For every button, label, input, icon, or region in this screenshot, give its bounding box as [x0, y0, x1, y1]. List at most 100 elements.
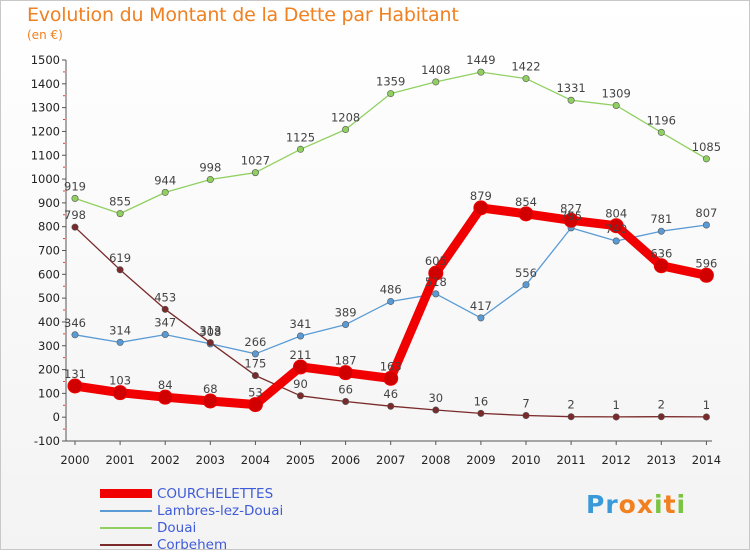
x-tick-label: 2014 [692, 453, 721, 467]
data-point-corbehem [342, 397, 350, 405]
x-tick-label: 2003 [196, 453, 225, 467]
data-label-corbehem: 90 [293, 377, 308, 391]
data-point-douai [432, 78, 440, 86]
data-label-corbehem: 2 [658, 398, 665, 412]
x-tick-label: 2012 [602, 453, 631, 467]
data-point-lambres-lez-douai [522, 281, 530, 289]
y-tick-label: 600 [38, 267, 60, 281]
y-tick-label: 1300 [31, 101, 60, 115]
legend-item: Douai [100, 519, 283, 536]
legend-swatch [100, 509, 152, 512]
data-label-lambres-lez-douai: 795 [560, 209, 582, 223]
y-tick-label: 1100 [31, 148, 60, 162]
data-point-douai [612, 101, 620, 109]
logo-letter: x [636, 490, 654, 519]
data-label-corbehem: 7 [522, 397, 529, 411]
logo-letter: i [676, 490, 687, 519]
legend-swatch [100, 489, 152, 498]
logo-letter: P [586, 490, 606, 519]
data-label-lambres-lez-douai: 389 [335, 306, 357, 320]
data-point-douai [161, 188, 169, 196]
y-tick-label: 300 [38, 339, 60, 353]
legend-label: Lambres-lez-Douai [157, 502, 284, 519]
data-point-courchelettes [518, 206, 534, 222]
data-label-lambres-lez-douai: 740 [605, 222, 627, 236]
proxiti-logo: Proxiti [586, 490, 686, 519]
logo-letter: t [663, 490, 677, 519]
data-point-courchelettes [698, 267, 714, 283]
y-tick-label: 0 [53, 410, 60, 424]
data-label-douai: 998 [199, 161, 221, 175]
data-label-douai: 1208 [331, 111, 360, 125]
data-point-corbehem [477, 409, 485, 417]
x-tick-label: 2002 [151, 453, 180, 467]
x-tick-label: 2008 [421, 453, 450, 467]
data-point-douai [342, 126, 350, 134]
data-label-courchelettes: 84 [158, 378, 173, 392]
data-label-corbehem: 30 [428, 391, 443, 405]
data-point-lambres-lez-douai [296, 332, 304, 340]
data-label-corbehem: 313 [199, 324, 221, 338]
data-point-lambres-lez-douai [477, 314, 485, 322]
legend-swatch [100, 543, 152, 546]
data-point-douai [522, 75, 530, 83]
data-point-courchelettes [563, 212, 579, 228]
legend-item: Lambres-lez-Douai [100, 502, 283, 519]
data-label-courchelettes: 131 [64, 367, 86, 381]
data-label-corbehem: 619 [109, 251, 131, 265]
data-label-corbehem: 66 [338, 382, 353, 396]
data-point-corbehem [296, 392, 304, 400]
data-point-lambres-lez-douai [657, 227, 665, 235]
data-point-douai [251, 169, 259, 177]
data-point-corbehem [432, 406, 440, 414]
data-label-douai: 1359 [376, 75, 405, 89]
x-tick-label: 2005 [286, 453, 315, 467]
unit-label: (en €) [27, 28, 63, 42]
data-point-courchelettes [383, 370, 399, 386]
data-label-corbehem: 16 [474, 394, 489, 408]
y-tick-label: 400 [38, 315, 60, 329]
y-tick-label: 700 [38, 244, 60, 258]
data-label-douai: 855 [109, 195, 131, 209]
data-label-corbehem: 453 [154, 290, 176, 304]
data-label-corbehem: 46 [383, 387, 398, 401]
x-tick-label: 2004 [241, 453, 270, 467]
data-label-courchelettes: 163 [380, 359, 402, 373]
data-label-courchelettes: 827 [560, 201, 582, 215]
data-point-lambres-lez-douai [71, 331, 79, 339]
x-tick-label: 2001 [105, 453, 134, 467]
data-label-lambres-lez-douai: 314 [109, 323, 131, 337]
data-label-courchelettes: 103 [109, 374, 131, 388]
logo-letter: i [654, 490, 664, 519]
data-point-courchelettes [428, 265, 444, 281]
data-point-lambres-lez-douai [702, 221, 710, 229]
data-label-lambres-lez-douai: 807 [695, 206, 717, 220]
data-label-douai: 1196 [647, 113, 676, 127]
data-label-corbehem: 1 [703, 398, 710, 412]
data-label-corbehem: 175 [244, 357, 266, 371]
data-label-courchelettes: 636 [650, 247, 672, 261]
y-tick-label: 100 [38, 386, 60, 400]
data-label-douai: 1449 [466, 53, 495, 67]
data-point-corbehem [702, 413, 710, 421]
data-label-douai: 1331 [556, 81, 585, 95]
x-tick-label: 2011 [556, 453, 585, 467]
data-label-lambres-lez-douai: 781 [650, 212, 672, 226]
data-label-courchelettes: 854 [515, 195, 537, 209]
data-point-corbehem [522, 412, 530, 420]
data-point-corbehem [116, 266, 124, 274]
data-point-corbehem [161, 305, 169, 313]
data-point-douai [477, 68, 485, 76]
data-point-corbehem [567, 413, 575, 421]
legend-item: Corbehem [100, 536, 283, 553]
data-label-douai: 1085 [692, 140, 721, 154]
y-tick-label: 1500 [31, 53, 60, 67]
legend-label: Corbehem [157, 536, 228, 553]
data-label-courchelettes: 68 [203, 382, 218, 396]
data-point-corbehem [251, 372, 259, 380]
y-tick-label: 900 [38, 196, 60, 210]
chart-title: Evolution du Montant de la Dette par Hab… [27, 4, 459, 26]
data-point-douai [206, 176, 214, 184]
